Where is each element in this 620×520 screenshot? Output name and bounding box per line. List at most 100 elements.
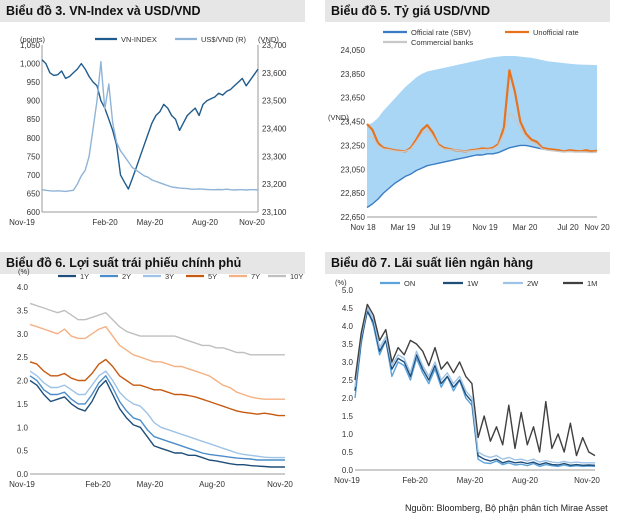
legend-label: 2Y	[122, 272, 131, 281]
series-line-3y	[29, 370, 285, 459]
series-line-1w	[354, 310, 596, 466]
chart-panel-gov-bond: Biểu đồ 6. Lợi suất trái phiếu chính phủ…	[0, 252, 305, 502]
x-tick-label: Aug-20	[512, 476, 538, 485]
y2-tick-label: 23,300	[262, 152, 287, 161]
x-tick-label: Mar 20	[513, 223, 538, 232]
legend-label: 1M	[587, 279, 597, 288]
y2-tick-label: 23,700	[262, 41, 287, 50]
legend-label: 3Y	[165, 272, 174, 281]
y-tick-label: 5.0	[342, 286, 354, 295]
legend-label: 2W	[527, 279, 539, 288]
x-tick-label: Nov-19	[9, 218, 35, 227]
y-tick-label: 4.0	[342, 322, 354, 331]
series-line-7y	[29, 323, 285, 400]
y-tick-label: 1.5	[17, 400, 29, 409]
series-line-vn-index	[41, 59, 259, 190]
x-tick-label: Aug-20	[192, 218, 218, 227]
chart-title: Biểu đồ 6. Lợi suất trái phiếu chính phủ	[0, 252, 305, 274]
y-tick-label: 4.5	[342, 304, 354, 313]
y2-tick-label: 23,200	[262, 180, 287, 189]
y-tick-label: 3.0	[17, 330, 29, 339]
x-tick-label: Nov 20	[584, 223, 610, 232]
legend-label: Official rate (SBV)	[411, 28, 471, 37]
y-tick-label: 950	[27, 78, 41, 87]
y2-tick-label: 23,100	[262, 208, 287, 217]
x-tick-label: Mar 19	[391, 223, 416, 232]
chart-usdvnd-rate: 22,650 22,850 23,050 23,250 23,450 23,650 23,8…	[328, 28, 610, 232]
chart-title: Biểu đồ 7. Lãi suất liên ngân hàng	[325, 252, 610, 274]
series-line-us-vnd-r-	[41, 61, 259, 193]
series-line-on	[354, 307, 596, 468]
x-tick-label: Jul 20	[557, 223, 579, 232]
x-tick-label: Nov-20	[239, 218, 265, 227]
x-tick-label: Feb-20	[92, 218, 118, 227]
x-tick-label: Nov-20	[574, 476, 600, 485]
y-tick-label: 4.0	[17, 283, 29, 292]
legend-label: 7Y	[251, 272, 260, 281]
y-tick-label: 2.5	[17, 353, 29, 362]
y-tick-label: 22,850	[341, 189, 366, 198]
chart-panel-usdvnd: Biểu đồ 5. Tỷ giá USD/VND 22,650 22,850 23…	[325, 0, 620, 245]
y-axis-unit: (%)	[18, 267, 30, 276]
chart-title: Biểu đồ 3. VN-Index và USD/VND	[0, 0, 305, 22]
legend-label: 1Y	[80, 272, 89, 281]
y-tick-label: 23,650	[341, 94, 366, 103]
y-tick-label: 850	[27, 115, 41, 124]
y-tick-label: 0.0	[17, 470, 29, 479]
x-tick-label: Nov 19	[472, 223, 498, 232]
series-line-2w	[354, 307, 595, 464]
y-tick-label: 700	[27, 171, 41, 180]
chart-title: Biểu đồ 5. Tỷ giá USD/VND	[325, 0, 610, 22]
y-tick-label: 23,850	[341, 70, 366, 79]
series-line-5y	[29, 358, 285, 417]
y-tick-label: 1.5	[342, 412, 354, 421]
y2-tick-label: 23,500	[262, 97, 287, 106]
y-tick-label: 600	[27, 208, 41, 217]
y-tick-label: 0.0	[342, 466, 354, 475]
y-tick-label: 750	[27, 152, 41, 161]
y-tick-label: 1,050	[20, 41, 41, 50]
y-tick-label: 23,250	[341, 141, 366, 150]
y-tick-label: 22,650	[341, 213, 366, 222]
y-tick-label: 24,050	[341, 46, 366, 55]
series-line-1m	[354, 303, 596, 457]
chart-panel-interbank: Biểu đồ 7. Lãi suất liên ngân hàng 0.0 0.…	[325, 252, 620, 502]
x-tick-label: Aug-20	[199, 480, 225, 489]
x-tick-label: Jul 19	[429, 223, 451, 232]
y-tick-label: 2.0	[342, 394, 354, 403]
legend-label: 10Y	[290, 272, 303, 281]
x-tick-label: Nov-19	[9, 480, 35, 489]
y-tick-label: 2.0	[17, 377, 29, 386]
legend-label: Unofficial rate	[533, 28, 579, 37]
chart-panel-vnindex: Biểu đồ 3. VN-Index và USD/VND 600 650 700…	[0, 0, 305, 245]
x-tick-label: May-20	[137, 218, 164, 227]
y-tick-label: 3.0	[342, 358, 354, 367]
y-tick-label: 0.5	[17, 447, 29, 456]
legend-label: ON	[404, 279, 415, 288]
x-tick-label: Nov 18	[350, 223, 376, 232]
y-axis-unit: (points)	[20, 35, 46, 44]
y2-tick-label: 23,600	[262, 69, 287, 78]
x-tick-label: Nov-20	[267, 480, 293, 489]
series-line-commercial-banks	[366, 112, 598, 154]
series-line-2y	[29, 375, 285, 461]
y-tick-label: 1.0	[342, 430, 354, 439]
y-tick-label: 1,000	[20, 60, 41, 69]
y-tick-label: 900	[27, 97, 41, 106]
y2-axis-unit: (VND)	[328, 113, 349, 122]
legend-label: Commercial banks	[411, 38, 473, 47]
series-line-10y	[29, 302, 285, 356]
y-axis-unit: (%)	[335, 278, 347, 287]
y-tick-label: 650	[27, 189, 41, 198]
legend-label: 1W	[467, 279, 479, 288]
x-tick-label: May-20	[137, 480, 164, 489]
legend-label: US$/VND (R)	[201, 35, 247, 44]
chart-interbank-rates: 0.0 0.5 1.0 1.5 2.0 2.5 3.0 3.5 4.0 4.5 5.0 Nov-19 F…	[334, 278, 600, 485]
legend-label: VN-INDEX	[121, 35, 157, 44]
x-tick-label: Nov-19	[334, 476, 360, 485]
ceiling-band-area	[367, 56, 597, 208]
legend-label: 5Y	[208, 272, 217, 281]
y-tick-label: 23,050	[341, 165, 366, 174]
y-tick-label: 3.5	[17, 306, 29, 315]
y-tick-label: 0.5	[342, 448, 354, 457]
